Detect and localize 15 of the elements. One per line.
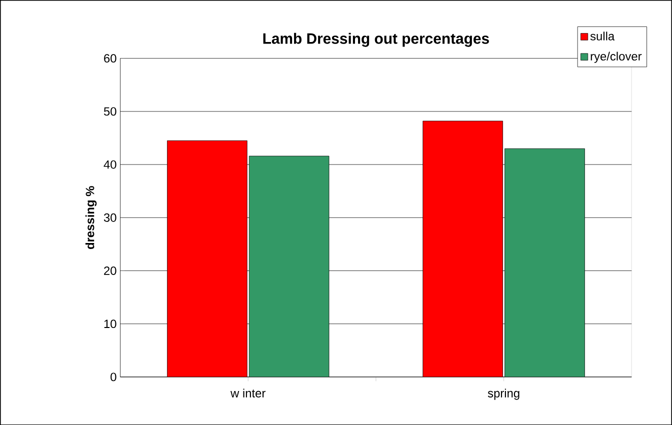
y-tick-label: 50 — [104, 107, 116, 116]
legend-label: sulla — [590, 32, 615, 40]
x-tick-label: w inter — [230, 388, 266, 398]
legend-label: rye/clover — [590, 52, 642, 63]
bar — [167, 140, 248, 377]
y-tick-label: 60 — [104, 54, 116, 62]
y-tick-label: 10 — [104, 319, 116, 328]
bar — [422, 120, 504, 377]
chart-title: Lamb Dressing out percentages — [263, 32, 489, 47]
y-axis-title: dressing % — [85, 186, 97, 249]
y-tick-label: 30 — [104, 213, 116, 222]
x-tick-label: spring — [488, 388, 520, 400]
y-tick-label: 20 — [104, 266, 116, 275]
y-tick-label: 40 — [104, 160, 116, 169]
y-tick-label: 0 — [110, 372, 116, 382]
